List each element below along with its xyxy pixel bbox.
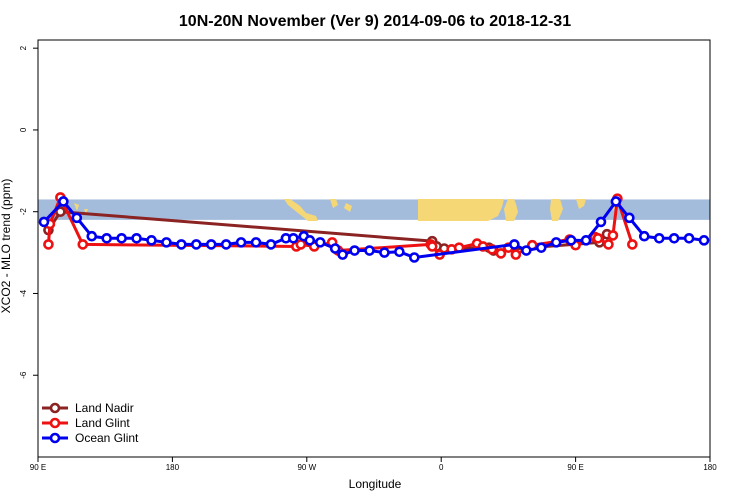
- data-point: [235, 237, 247, 248]
- data-point: [627, 239, 638, 250]
- land-mass: [504, 199, 518, 221]
- data-point: [161, 237, 172, 248]
- data-point: [624, 212, 635, 224]
- data-point: [38, 216, 50, 228]
- land-mass: [418, 199, 504, 221]
- data-point: [607, 230, 619, 241]
- y-tick-label: 2: [19, 45, 28, 50]
- legend-swatch-point: [49, 417, 61, 429]
- data-point: [337, 249, 348, 260]
- x-axis-label: Longitude: [349, 477, 402, 491]
- data-point: [329, 243, 341, 254]
- land-mass: [550, 199, 563, 221]
- data-point: [394, 246, 405, 258]
- y-axis-label: XCO2 - MLO trend (ppm): [0, 179, 13, 314]
- data-point: [101, 232, 112, 244]
- data-point: [146, 235, 157, 246]
- y-tick-label: 0: [19, 127, 28, 132]
- y-tick-label: -4: [19, 289, 28, 297]
- legend-item: Land Nadir: [42, 401, 134, 415]
- y-tick-label: -6: [19, 371, 28, 379]
- data-point: [77, 239, 89, 250]
- x-tick-label: 0: [439, 463, 444, 472]
- series-layer: [38, 192, 710, 263]
- land-mass: [576, 199, 586, 209]
- data-point: [409, 252, 420, 263]
- data-point: [580, 235, 592, 246]
- land-mass: [344, 203, 352, 212]
- x-tick-label: 90 W: [297, 463, 316, 472]
- x-axis: 90 E 180 90 W 0 90 E 180: [30, 457, 717, 472]
- x-tick-label: 90 E: [567, 463, 583, 472]
- plot-frame: [37, 39, 711, 458]
- data-point: [509, 239, 520, 250]
- data-point: [58, 196, 69, 207]
- legend-label: Land Nadir: [75, 401, 134, 415]
- x-tick-label: 180: [166, 463, 180, 472]
- data-point: [698, 235, 710, 246]
- series-land-glint: [43, 192, 638, 260]
- series-ocean-glint: [38, 196, 710, 263]
- data-point: [349, 245, 360, 256]
- data-point: [304, 235, 316, 246]
- data-point: [565, 235, 577, 246]
- data-point: [668, 232, 680, 244]
- data-point: [510, 249, 522, 260]
- data-point: [550, 237, 562, 248]
- data-point: [55, 206, 66, 218]
- legend-item: Land Glint: [42, 416, 130, 430]
- data-point: [653, 232, 665, 244]
- data-point: [592, 232, 604, 244]
- y-tick-label: -2: [19, 208, 28, 216]
- legend-swatch-point: [49, 432, 61, 444]
- y-axis: 2 0 -2 -4 -6: [19, 45, 38, 379]
- legend-label: Ocean Glint: [75, 431, 139, 445]
- data-point: [265, 239, 277, 250]
- data-point: [205, 239, 217, 250]
- data-point: [190, 239, 202, 250]
- x-tick-label: 180: [703, 463, 717, 472]
- data-point: [288, 232, 299, 244]
- data-point: [176, 239, 187, 250]
- data-point: [379, 247, 390, 258]
- data-point: [610, 196, 622, 207]
- data-point: [683, 232, 695, 244]
- data-point: [595, 216, 607, 228]
- land-mass: [284, 199, 318, 221]
- data-point: [71, 212, 83, 224]
- data-point: [364, 245, 375, 256]
- data-point: [426, 241, 438, 252]
- land-mass: [84, 209, 88, 214]
- ocean-band: [38, 199, 710, 220]
- land-mass: [330, 199, 338, 208]
- chart-title: 10N-20N November (Ver 9) 2014-09-06 to 2…: [179, 13, 571, 30]
- x-tick-label: 90 E: [30, 463, 46, 472]
- data-point: [295, 239, 307, 250]
- data-point: [116, 232, 127, 244]
- data-point: [43, 239, 54, 250]
- data-point: [220, 239, 232, 250]
- legend-label: Land Glint: [75, 416, 130, 430]
- data-point: [535, 242, 547, 253]
- data-point: [521, 245, 532, 256]
- legend-item: Ocean Glint: [42, 431, 139, 445]
- data-point: [131, 232, 142, 244]
- data-point: [250, 237, 262, 248]
- legend-swatch-point: [49, 402, 61, 414]
- data-point: [86, 230, 98, 242]
- data-point: [638, 230, 650, 242]
- data-point: [314, 237, 326, 248]
- data-point: [495, 248, 507, 259]
- data-point: [603, 239, 614, 250]
- map-band: [38, 199, 710, 221]
- land-mass: [74, 203, 79, 211]
